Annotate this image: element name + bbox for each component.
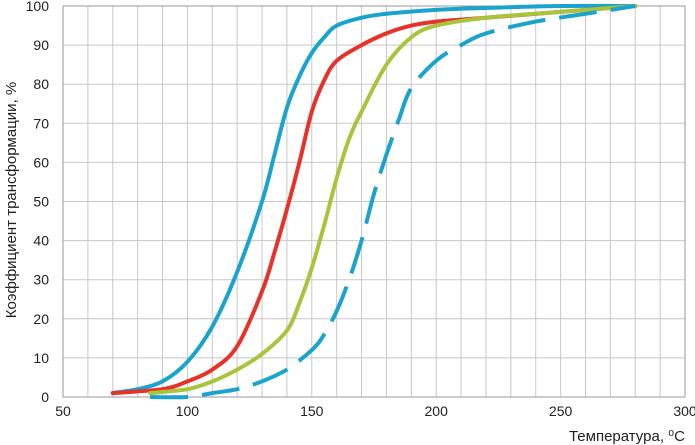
y-tick-label: 40 (33, 233, 49, 249)
x-tick-label: 200 (425, 403, 449, 419)
tick-labels: 50 100 150 200 250 300 0 10 20 30 40 50 60 70 80 90 100 (26, 0, 695, 419)
y-tick-label: 60 (33, 154, 49, 170)
y-tick-label: 80 (33, 76, 49, 92)
grid-lines (62, 5, 686, 398)
y-tick-label: 0 (41, 389, 49, 405)
x-axis-label: Температура, ⁰С (569, 428, 685, 445)
x-tick-label: 50 (55, 403, 71, 419)
x-tick-label: 100 (176, 403, 200, 419)
y-tick-label: 30 (33, 272, 49, 288)
series-line-2 (110, 4, 638, 396)
y-tick-label: 10 (33, 350, 49, 366)
x-tick-label: 300 (673, 403, 695, 419)
series-line-4 (150, 4, 636, 400)
y-tick-label: 20 (33, 311, 49, 327)
y-tick-label: 70 (33, 115, 49, 131)
plot-area-border (62, 5, 686, 398)
x-tick-label: 150 (300, 403, 324, 419)
y-tick-label: 100 (26, 0, 50, 14)
y-tick-label: 50 (33, 194, 49, 210)
series-line-1 (110, 3, 638, 396)
x-tick-label: 250 (549, 403, 573, 419)
series-lines (110, 3, 638, 400)
series-line-3 (148, 4, 638, 396)
y-tick-label: 90 (33, 37, 49, 53)
y-axis-label: Коэффициент трансформации, % (3, 82, 20, 318)
